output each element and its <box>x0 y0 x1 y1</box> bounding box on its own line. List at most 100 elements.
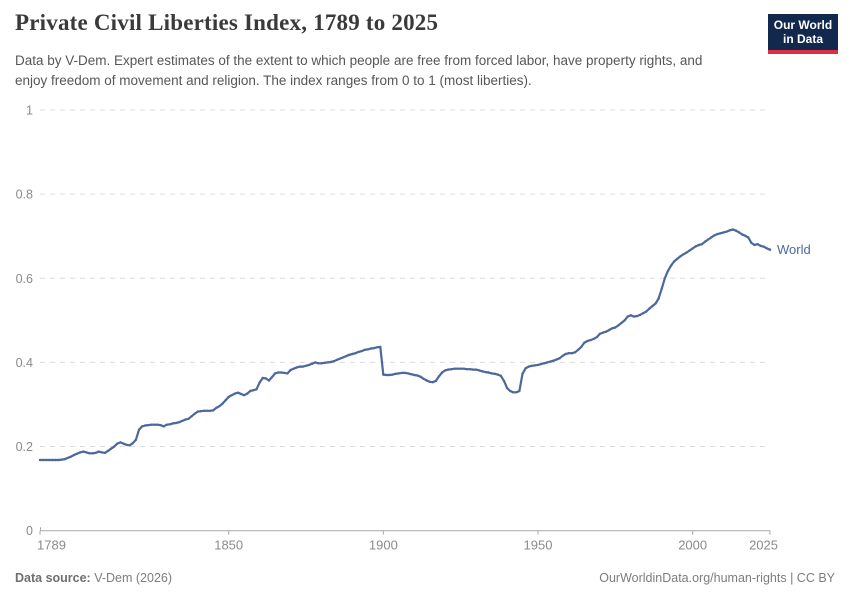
data-point <box>719 232 722 235</box>
data-point <box>462 367 465 370</box>
data-point <box>103 451 107 455</box>
data-point <box>140 425 144 428</box>
data-point <box>703 240 707 243</box>
data-point <box>348 353 351 356</box>
data-point <box>561 354 564 357</box>
logo-red-bar <box>768 50 838 54</box>
data-point <box>447 368 450 371</box>
y-tick-label: 0.4 <box>16 356 33 370</box>
data-point <box>236 391 240 394</box>
world-series-label[interactable]: World <box>777 242 811 257</box>
data-point <box>642 312 645 315</box>
data-point <box>159 423 162 427</box>
data-point <box>577 348 580 351</box>
data-point <box>611 327 614 330</box>
data-point <box>570 352 574 355</box>
data-point <box>153 423 156 426</box>
data-point <box>654 302 657 305</box>
data-point <box>100 451 104 454</box>
data-point <box>626 315 629 318</box>
data-point <box>716 232 719 236</box>
data-point <box>280 371 283 374</box>
data-point <box>181 419 184 423</box>
data-point <box>629 314 632 317</box>
data-point <box>369 347 373 350</box>
data-point <box>249 389 252 393</box>
data-point <box>728 229 731 232</box>
data-point <box>539 362 543 366</box>
data-point <box>604 330 608 333</box>
data-point <box>722 231 725 234</box>
logo-text-line2: in Data <box>782 32 823 46</box>
data-point <box>614 326 617 329</box>
data-point <box>227 395 230 399</box>
data-point <box>583 341 586 344</box>
data-point <box>91 452 94 455</box>
data-point <box>487 371 490 374</box>
x-tick-label: 1950 <box>524 538 553 553</box>
data-point <box>651 304 654 308</box>
data-point <box>122 442 125 445</box>
data-point <box>190 415 193 418</box>
data-point <box>109 447 113 450</box>
data-point <box>660 287 663 290</box>
data-point <box>243 394 246 397</box>
data-point <box>372 346 376 350</box>
data-point <box>75 452 79 455</box>
data-point <box>679 255 682 258</box>
data-point <box>360 349 363 353</box>
data-point <box>713 234 716 237</box>
data-source-value: V-Dem (2026) <box>90 571 173 585</box>
chart-subtitle: Data by V-Dem. Expert estimates of the e… <box>15 53 703 89</box>
data-point <box>710 236 713 239</box>
x-tick-label: 2000 <box>678 538 707 553</box>
data-point <box>536 363 540 367</box>
data-point <box>474 368 478 371</box>
data-point <box>215 406 218 410</box>
data-point <box>453 367 456 370</box>
data-point <box>481 370 484 373</box>
data-point <box>685 251 688 254</box>
data-point <box>304 364 308 367</box>
data-point <box>218 405 221 408</box>
data-point <box>493 372 496 375</box>
data-point <box>335 358 339 362</box>
owid-logo[interactable]: Our World in Data <box>768 14 838 54</box>
data-point <box>212 409 215 412</box>
data-point <box>416 374 419 377</box>
data-point <box>694 245 697 248</box>
data-point <box>620 321 623 325</box>
data-point <box>289 368 292 372</box>
data-point <box>623 319 626 322</box>
data-point <box>246 392 249 395</box>
data-point <box>509 389 512 393</box>
data-point <box>147 423 150 427</box>
data-point <box>323 361 326 364</box>
data-point <box>555 358 558 361</box>
data-point <box>54 458 57 462</box>
data-point <box>72 453 76 457</box>
data-point <box>329 360 332 364</box>
data-point <box>434 379 438 383</box>
data-point <box>174 421 178 425</box>
data-point <box>301 365 305 368</box>
data-point <box>747 236 750 239</box>
data-point <box>307 363 311 367</box>
data-point <box>205 409 209 412</box>
owid-logo-box: Our World in Data <box>768 14 838 50</box>
world-line[interactable] <box>38 228 772 462</box>
x-tick-label: 1850 <box>214 538 243 553</box>
data-point <box>688 249 691 252</box>
data-point <box>546 361 549 364</box>
data-point <box>573 351 577 354</box>
data-point <box>45 458 48 462</box>
chart-canvas[interactable]: 0 0.2 0.4 0.6 0.8 1 1789 1850 1900 1950 2000 2025 Wo… <box>0 95 850 570</box>
data-point <box>669 264 673 267</box>
x-tick-label: 1900 <box>369 538 398 553</box>
owid-url-link[interactable]: OurWorldinData.org/human-rights <box>599 571 787 585</box>
data-point <box>286 372 289 375</box>
data-point <box>731 228 735 231</box>
data-point <box>79 451 82 454</box>
data-point <box>676 257 679 261</box>
data-point <box>113 445 116 448</box>
